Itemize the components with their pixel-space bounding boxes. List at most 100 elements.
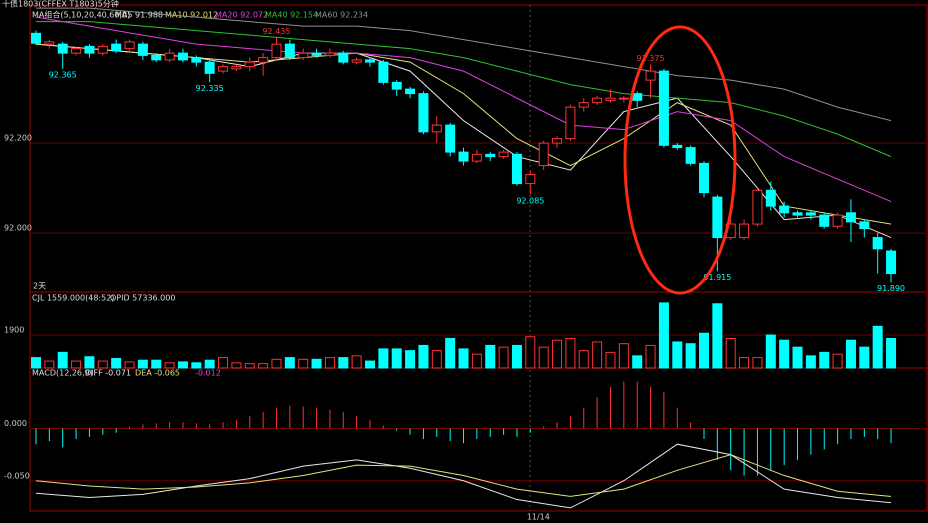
candle-body	[618, 97, 629, 100]
period-note: 2天	[33, 282, 46, 291]
volume-bar	[124, 361, 135, 369]
price-annotation: 92.375	[637, 54, 665, 63]
candle-body	[832, 214, 843, 227]
ma-line	[36, 21, 892, 158]
volume-bar	[338, 357, 349, 369]
y-tick-label: 1900	[4, 326, 24, 335]
candle-body	[378, 61, 389, 83]
candle-body	[592, 97, 603, 104]
price-annotation: 91.890	[877, 284, 905, 293]
candle-body	[792, 212, 803, 216]
volume-bar	[231, 362, 242, 369]
volume-bar	[324, 357, 335, 369]
volume-bar	[151, 359, 162, 369]
macd-hist-label: -0.012	[195, 369, 221, 378]
candle-body	[645, 70, 656, 81]
candle-body	[284, 43, 295, 59]
volume-bar	[565, 337, 576, 369]
candle-body	[431, 124, 442, 133]
candle-body	[84, 45, 95, 54]
volume-bar	[258, 363, 269, 369]
candle-body	[672, 144, 683, 149]
candle-body	[271, 43, 282, 59]
ma-legend-item: MA10 92.012	[165, 11, 218, 20]
volume-bar	[819, 351, 830, 369]
candle-body	[418, 93, 429, 133]
macd-legend-item: DIFF -0.071	[85, 369, 131, 378]
volume-bar	[832, 353, 843, 369]
candle-body	[124, 41, 135, 50]
candle-body	[872, 237, 883, 250]
chart-title: 十债1803(CFFEX T1803)5分钟	[2, 0, 119, 9]
price-annotation: 92.335	[196, 84, 224, 93]
candle-body	[739, 223, 750, 239]
volume-bar	[471, 353, 482, 369]
volume-bar	[111, 357, 122, 369]
volume-bar	[685, 343, 696, 369]
volume-bar	[31, 357, 41, 369]
volume-bar	[298, 358, 309, 369]
candle-body	[57, 43, 68, 54]
price-annotation: 92.085	[516, 196, 544, 205]
candle-body	[204, 61, 215, 74]
volume-bar	[244, 363, 255, 369]
candle-body	[458, 151, 469, 162]
volume-bar	[592, 341, 603, 369]
volume-bar	[97, 360, 108, 369]
volume-bar	[431, 350, 442, 369]
volume-bar	[725, 337, 736, 369]
candle-body	[886, 250, 897, 275]
candle-body	[605, 97, 616, 101]
highlight-ellipse	[623, 25, 737, 295]
volume-bar	[351, 355, 362, 369]
volume-bar	[405, 350, 416, 369]
candle-body	[525, 174, 536, 185]
volume-bar	[204, 359, 215, 369]
candle-body	[71, 48, 82, 54]
candle-body	[565, 106, 576, 140]
candle-body	[699, 162, 709, 194]
candle-body	[164, 52, 175, 61]
ma-legend-item: MA20 92.072	[215, 11, 268, 20]
candle-body	[338, 52, 349, 63]
ma-legend-title: MA组合(5,10,20,40,60,0)	[32, 10, 130, 20]
price-annotation: 92.435	[262, 27, 290, 36]
volume-bar	[498, 346, 509, 369]
volume-bar	[658, 302, 669, 369]
price-annotation: 91.915	[703, 273, 731, 282]
volume-bar	[458, 348, 469, 369]
candle-body	[97, 45, 108, 54]
candle-body	[324, 52, 335, 56]
candle-body	[151, 54, 162, 61]
volume-bar	[44, 360, 55, 369]
candle-body	[191, 57, 202, 63]
candle-body	[819, 214, 830, 227]
macd-legend-item: DEA -0.065	[135, 369, 180, 378]
volume-bar	[511, 344, 522, 369]
volume-bar	[378, 348, 389, 369]
volume-bar	[311, 358, 322, 369]
volume-bar	[845, 339, 856, 369]
y-tick-label: 92.200	[4, 134, 32, 143]
volume-bar	[365, 360, 375, 369]
y-tick-label: -0.050	[4, 471, 30, 480]
volume-bar	[872, 325, 883, 369]
y-tick-label: 92.000	[4, 224, 32, 233]
y-tick-label: 0.000	[4, 419, 27, 428]
candle-body	[351, 59, 362, 63]
candle-body	[391, 81, 402, 90]
candle-body	[712, 196, 723, 239]
volume-bar	[177, 361, 188, 369]
candle-body	[111, 43, 122, 52]
volume-bar	[191, 362, 202, 369]
volume-subtitle: OPID 57336.000	[110, 294, 175, 303]
candle-body	[231, 66, 242, 70]
volume-bar	[605, 351, 616, 369]
ma-line	[36, 7, 892, 122]
volume-bar	[445, 337, 456, 369]
volume-bar	[71, 360, 82, 369]
candle-body	[137, 43, 148, 56]
volume-bar	[618, 343, 629, 369]
candle-body	[44, 41, 55, 45]
